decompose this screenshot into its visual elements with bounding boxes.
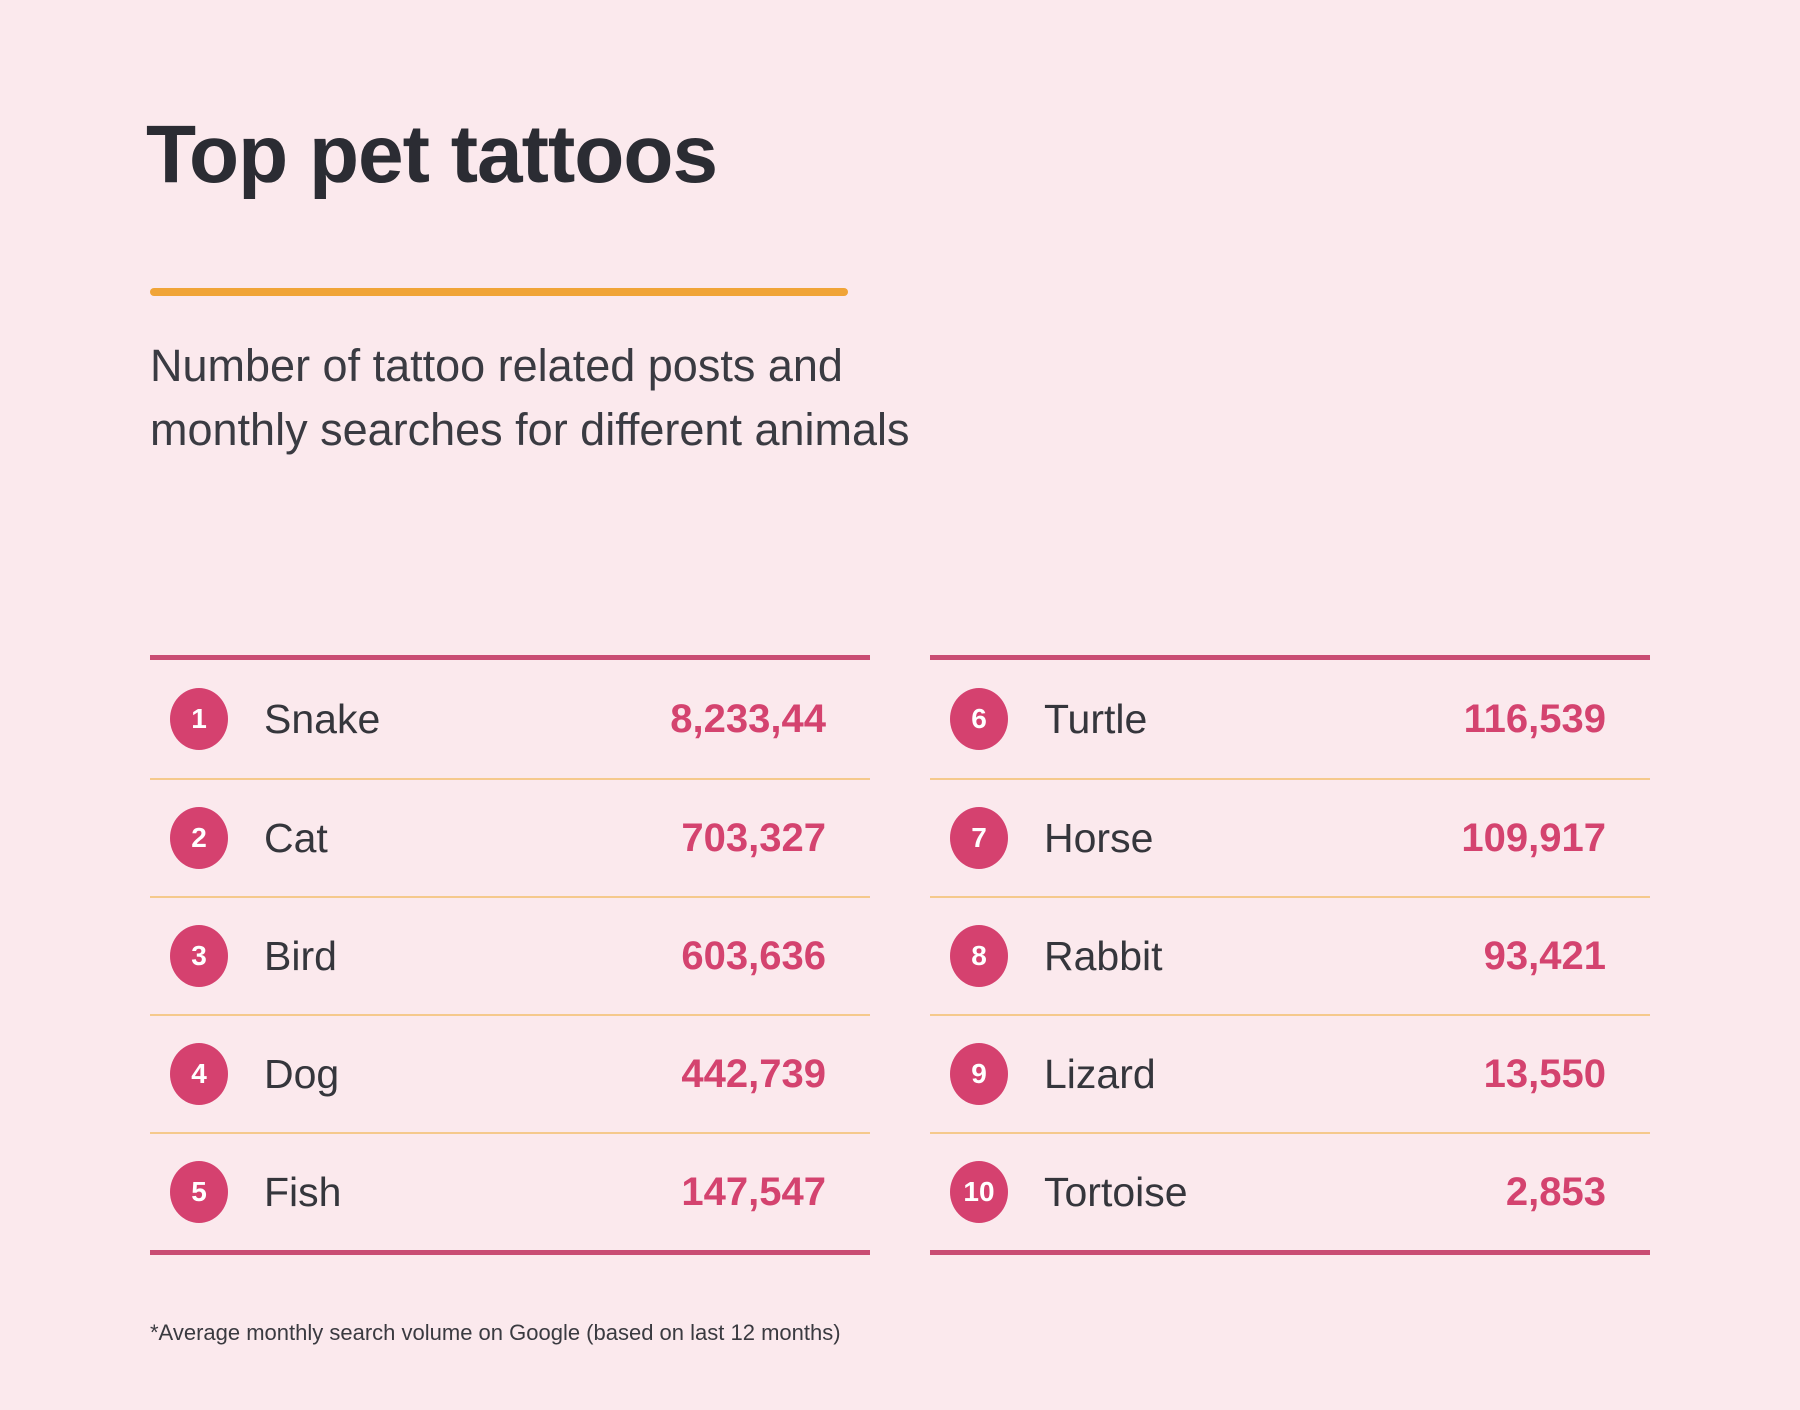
rank-number: 4 xyxy=(191,1058,207,1089)
rank-number: 6 xyxy=(971,703,987,734)
rank-badge: 7 xyxy=(950,807,1008,869)
rank-badge: 3 xyxy=(170,925,228,987)
table-row-fish: 5 Fish 147,547 xyxy=(150,1132,870,1250)
rank-number: 3 xyxy=(191,940,207,971)
search-count: 442,739 xyxy=(681,1051,826,1096)
rank-badge: 5 xyxy=(170,1161,228,1223)
search-count: 603,636 xyxy=(681,933,826,978)
subtitle: Number of tattoo related posts and month… xyxy=(150,334,910,462)
animal-label: Tortoise xyxy=(1044,1168,1188,1215)
animal-label: Fish xyxy=(264,1168,342,1215)
animal-label: Horse xyxy=(1044,814,1154,861)
search-count: 93,421 xyxy=(1483,933,1606,978)
rank-number: 7 xyxy=(971,822,987,853)
title-underline-rule xyxy=(150,288,848,296)
table-row-rabbit: 8 Rabbit 93,421 xyxy=(930,896,1650,1014)
rank-table-left: 1 Snake 8,233,44 2 Cat 703,327 3 Bird 60… xyxy=(150,655,870,1255)
search-count: 703,327 xyxy=(681,815,826,860)
rank-badge: 6 xyxy=(950,688,1008,750)
rank-number: 9 xyxy=(971,1058,987,1089)
rank-number: 8 xyxy=(971,940,987,971)
rank-number: 2 xyxy=(191,822,207,853)
search-count: 109,917 xyxy=(1461,815,1606,860)
table-row-horse: 7 Horse 109,917 xyxy=(930,778,1650,896)
animal-label: Rabbit xyxy=(1044,932,1163,979)
rank-table-right: 6 Turtle 116,539 7 Horse 109,917 8 Rabbi… xyxy=(930,655,1650,1255)
footnote: *Average monthly search volume on Google… xyxy=(150,1320,841,1345)
rank-badge: 4 xyxy=(170,1043,228,1105)
table-row-tortoise: 10 Tortoise 2,853 xyxy=(930,1132,1650,1250)
rank-number: 10 xyxy=(963,1176,995,1207)
search-count: 147,547 xyxy=(681,1169,826,1214)
table-row-snake: 1 Snake 8,233,44 xyxy=(150,660,870,778)
table-row-turtle: 6 Turtle 116,539 xyxy=(930,660,1650,778)
search-count: 2,853 xyxy=(1505,1169,1606,1214)
subtitle-line-1: Number of tattoo related posts and xyxy=(150,340,843,391)
animal-label: Turtle xyxy=(1044,695,1148,742)
rank-badge: 8 xyxy=(950,925,1008,987)
rank-badge: 1 xyxy=(170,688,228,750)
rank-badge: 9 xyxy=(950,1043,1008,1105)
table-row-lizard: 9 Lizard 13,550 xyxy=(930,1014,1650,1132)
table-row-cat: 2 Cat 703,327 xyxy=(150,778,870,896)
rank-badge: 10 xyxy=(950,1161,1008,1223)
rank-number: 5 xyxy=(191,1176,207,1207)
rank-number: 1 xyxy=(191,703,207,734)
page-title: Top pet tattoos xyxy=(146,109,718,200)
search-count: 13,550 xyxy=(1483,1051,1606,1096)
animal-label: Snake xyxy=(264,695,381,742)
search-count: 8,233,44 xyxy=(670,696,826,741)
animal-label: Dog xyxy=(264,1050,340,1097)
rank-badge: 2 xyxy=(170,807,228,869)
search-count: 116,539 xyxy=(1463,696,1606,741)
table-row-dog: 4 Dog 442,739 xyxy=(150,1014,870,1132)
animal-label: Bird xyxy=(264,932,337,979)
table-row-bird: 3 Bird 603,636 xyxy=(150,896,870,1014)
subtitle-line-2: monthly searches for different animals xyxy=(150,403,910,455)
animal-label: Cat xyxy=(264,814,328,861)
animal-label: Lizard xyxy=(1044,1050,1156,1097)
